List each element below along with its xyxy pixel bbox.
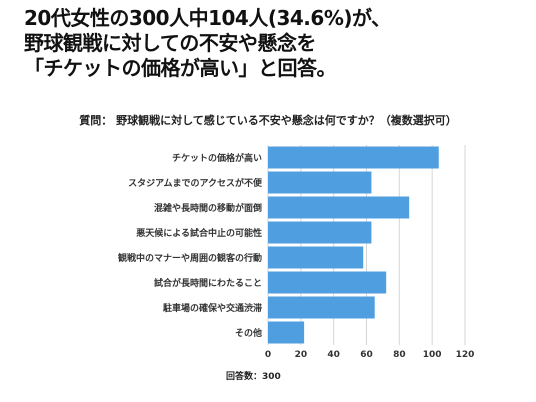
category-label: 駐車場の確保や交通渋滞 — [163, 302, 262, 314]
category-label: チケットの価格が高い — [172, 152, 262, 164]
x-tick-label: 0 — [265, 350, 271, 360]
survey-question: 質問： 野球観戦に対して感じている不安や懸念は何ですか？（複数選択可） — [79, 114, 457, 127]
x-tick-label: 40 — [327, 350, 340, 360]
headline-line-2: 野球観戦に対しての不安や懸念を — [24, 31, 316, 55]
bar-2 — [268, 171, 372, 194]
category-label: 試合が長時間にわたること — [154, 277, 262, 289]
bar-3 — [268, 196, 410, 219]
category-label: その他 — [235, 327, 262, 339]
x-tick-label: 120 — [456, 350, 475, 360]
bar-5 — [268, 246, 364, 269]
x-tick-label: 100 — [423, 350, 442, 360]
x-tick-label: 20 — [295, 350, 308, 360]
bar-4 — [268, 221, 372, 244]
bar-6 — [268, 271, 387, 294]
headline: 20代女性の300人中104人(34.6%)が、 野球観戦に対しての不安や懸念を… — [24, 6, 524, 81]
bar-7 — [268, 296, 375, 319]
respondent-count: 回答数：300 — [226, 372, 281, 382]
category-label: 悪天候による試合中止の可能性 — [136, 227, 262, 239]
x-tick-label: 60 — [360, 350, 373, 360]
headline-line-1: 20代女性の300人中104人(34.6%)が、 — [24, 6, 391, 30]
bar-1 — [268, 146, 439, 169]
category-label: 混雑や長時間の移動が面倒 — [154, 202, 262, 214]
x-tick-label: 80 — [393, 350, 406, 360]
bar-8 — [268, 321, 305, 344]
category-label: 観戦中のマナーや周囲の観客の行動 — [118, 252, 262, 264]
category-label: スタジアムまでのアクセスが不便 — [128, 177, 263, 189]
headline-line-3: 「チケットの価格が高い」と回答。 — [24, 56, 337, 80]
